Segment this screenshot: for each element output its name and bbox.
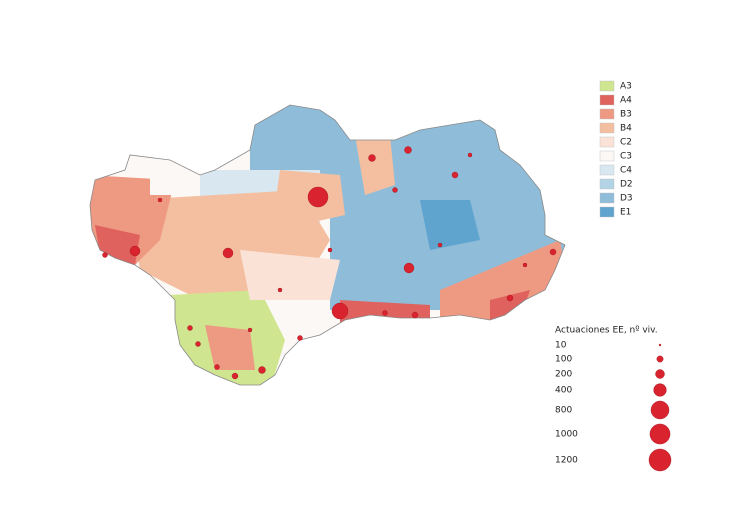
legend-label: D2 [620, 180, 633, 190]
legend-swatch [599, 94, 615, 106]
size-legend-label: 200 [555, 370, 572, 380]
legend-swatch [599, 150, 615, 162]
size-legend-label: 10 [555, 341, 567, 351]
legend-label: B3 [620, 110, 632, 120]
size-legend-bubble [650, 400, 670, 420]
legend-label: C2 [620, 138, 632, 148]
legend-swatch [599, 206, 615, 218]
legend-label: A4 [620, 96, 632, 106]
size-legend-bubble [648, 448, 672, 472]
legend-label: E1 [620, 208, 631, 218]
size-legend-bubble [658, 343, 662, 347]
size-legend-label: 100 [555, 355, 572, 365]
legend-swatch [599, 136, 615, 148]
map-outline [89, 104, 566, 386]
legend-swatch [599, 108, 615, 120]
size-legend-bubble [649, 423, 671, 445]
size-legend-label: 1200 [555, 456, 578, 466]
size-legend: 10 100 200 400 800 1000 1200 [555, 341, 672, 472]
class-legend: A3 A4 B3 B4 C2 C3 C4 D2 D3 E1 [599, 80, 633, 218]
size-legend-bubble [656, 355, 664, 363]
legend-swatch [599, 164, 615, 176]
legend-swatch [599, 178, 615, 190]
size-legend-label: 800 [555, 406, 572, 416]
legend-label: D3 [620, 194, 633, 204]
size-legend-title: Actuaciones EE, nº viv. [555, 326, 658, 336]
size-legend-label: 400 [555, 386, 572, 396]
legend-label: A3 [620, 82, 632, 92]
map-bubbles [102, 146, 557, 380]
legend-label: C4 [620, 166, 632, 176]
size-legend-label: 1000 [555, 430, 578, 440]
legend-swatch [599, 122, 615, 134]
legend-swatch [599, 192, 615, 204]
legend-label: B4 [620, 124, 632, 134]
size-legend-bubble [653, 383, 667, 397]
legend-label: C3 [620, 152, 632, 162]
legend-swatch [599, 80, 615, 92]
size-legend-bubble [655, 369, 665, 379]
